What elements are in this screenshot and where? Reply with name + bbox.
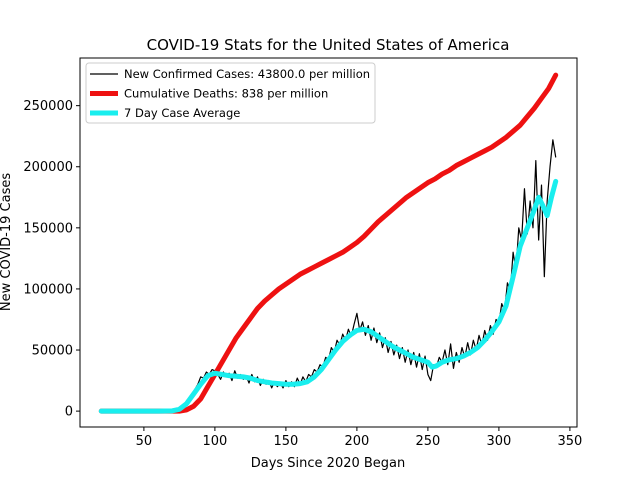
legend-box [85,62,376,124]
chart-title: COVID-19 Stats for the United States of … [147,36,510,54]
x-tick-label: 150 [273,434,298,449]
x-axis-label: Days Since 2020 Began [251,456,406,471]
y-tick-label: 100000 [23,282,73,297]
legend-entry-3: 7 Day Case Average [124,106,240,120]
y-axis-ticks: 0 50000 100000 150000 200000 250000 [23,99,80,420]
y-tick-label: 150000 [23,221,73,236]
plot-frame [79,57,578,428]
legend-entry-1: New Confirmed Cases: 43800.0 per million [124,67,370,81]
series-line-3 [98,178,559,414]
x-tick-label: 200 [344,434,369,449]
x-tick-label: 350 [557,434,582,449]
plot-series-group [98,72,559,414]
x-tick-label: 50 [136,434,153,449]
x-tick-label: 250 [415,434,440,449]
x-tick-label: 100 [202,434,227,449]
y-tick-label: 250000 [23,99,73,114]
legend-entry-2: Cumulative Deaths: 838 per million [124,87,328,101]
legend: New Confirmed Cases: 43800.0 per million… [85,62,376,124]
x-tick-label: 300 [486,434,511,449]
series-line-2 [98,72,559,414]
y-tick-label: 50000 [32,344,73,359]
x-axis-ticks: 50 100 150 200 250 300 350 [136,427,582,449]
y-tick-label: 200000 [23,160,73,175]
y-tick-label: 0 [65,405,73,420]
y-axis-label: New COVID-19 Cases [0,173,14,311]
